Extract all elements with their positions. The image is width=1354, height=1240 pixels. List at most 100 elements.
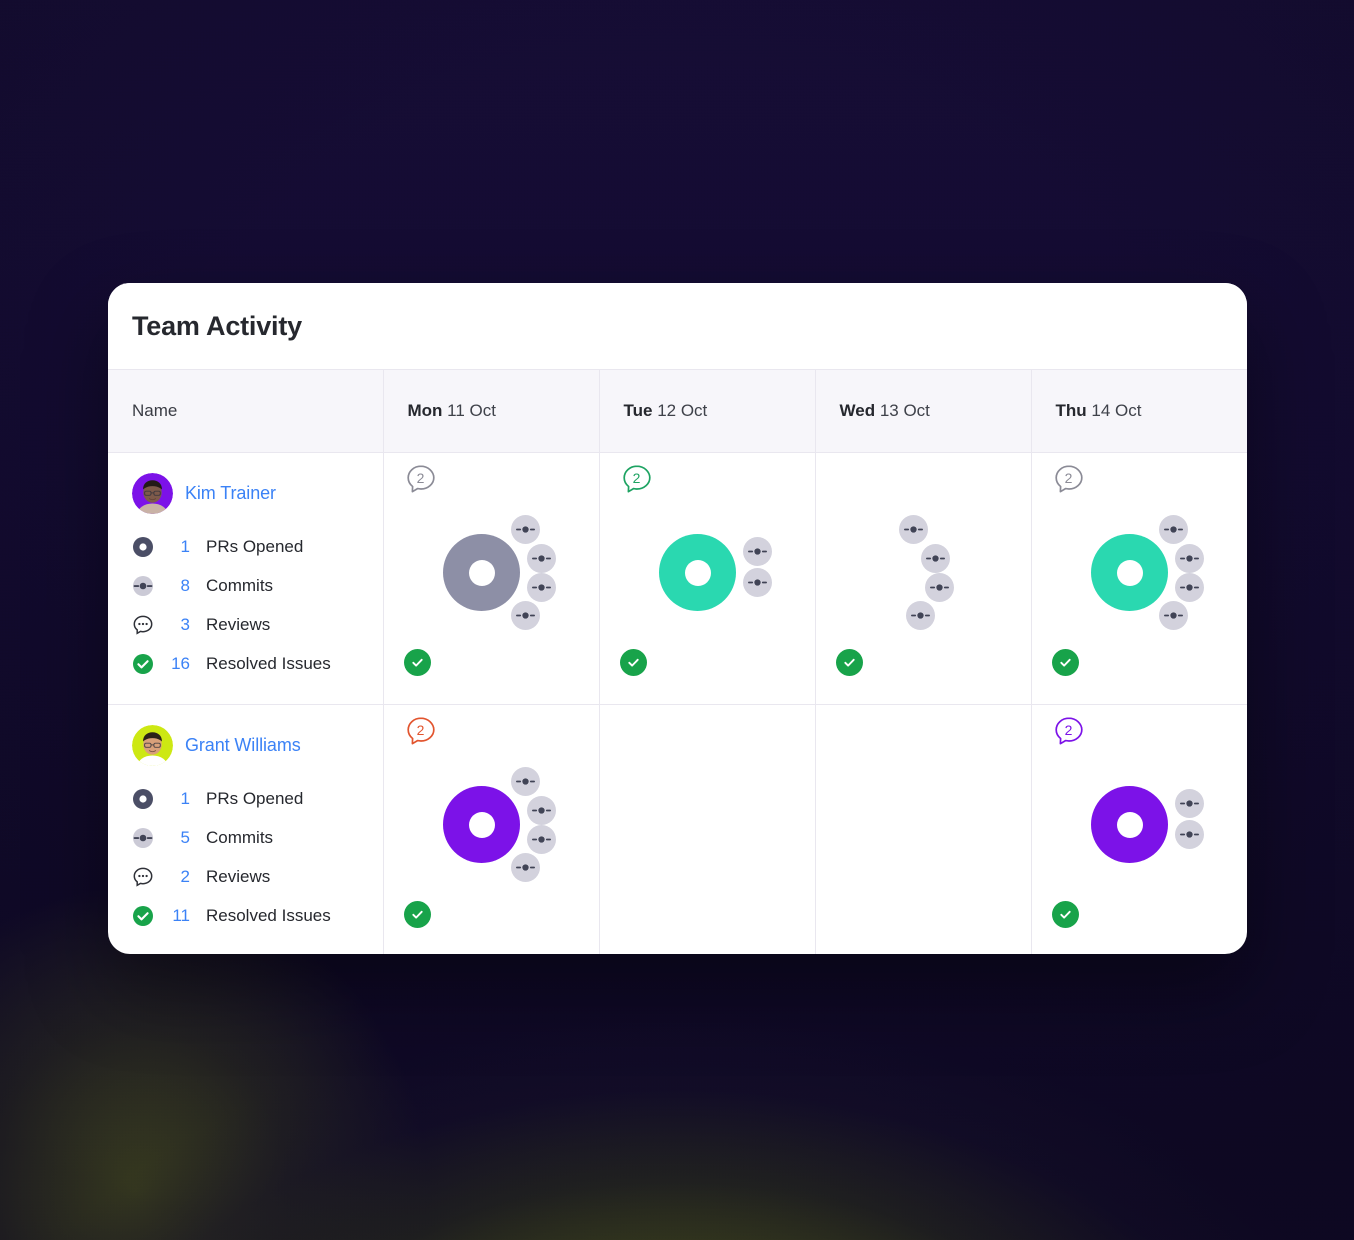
commit-chip-icon[interactable]	[526, 824, 556, 854]
activity-visualization	[816, 749, 1031, 899]
stat-value: 5	[180, 827, 190, 847]
day-column-wed	[815, 704, 1032, 954]
column-header-name-label: Name	[132, 401, 178, 420]
column-header-tue-date: 12 Oct	[657, 401, 708, 420]
activity-visualization	[1032, 749, 1248, 899]
member-name-link[interactable]: Grant Williams	[185, 735, 301, 755]
commit-chip-icon[interactable]	[510, 600, 540, 630]
commit-chip-icon[interactable]	[526, 543, 556, 573]
stat-row: 1 PRs Opened	[132, 527, 359, 566]
commit-chip-icon[interactable]	[510, 514, 540, 544]
column-header-thu: Thu 14 Oct	[1031, 369, 1247, 453]
stat-value: 8	[180, 575, 190, 595]
activity-visualization	[1032, 497, 1248, 647]
activity-visualization	[816, 497, 1031, 647]
commit-chip-icon[interactable]	[905, 600, 935, 630]
stat-label: Resolved Issues	[206, 653, 331, 673]
resolved-check-icon[interactable]	[1051, 901, 1079, 928]
day-column-wed	[815, 452, 1032, 705]
review-count-badge[interactable]: 2	[1053, 715, 1085, 747]
review-count-badge[interactable]: 2	[405, 463, 437, 495]
column-header-wed: Wed 13 Oct	[815, 369, 1032, 453]
resolved-check-icon[interactable]	[403, 649, 431, 676]
member-identity[interactable]: Kim Trainer	[132, 473, 359, 514]
stat-value: 2	[180, 866, 190, 886]
commit-chip-icon[interactable]	[1174, 543, 1204, 573]
team-activity-card: Team Activity Name Mon 11 Oct Tue 12 Oct…	[108, 283, 1247, 954]
commit-chip-icon[interactable]	[1174, 788, 1204, 818]
resolved-icon	[132, 905, 154, 927]
pr-opened-icon	[132, 536, 154, 558]
stat-value: 1	[180, 788, 190, 808]
day-cell-thu[interactable]: 2	[1032, 705, 1248, 954]
commit-chip-icon[interactable]	[898, 514, 928, 544]
commit-chip-icon[interactable]	[510, 852, 540, 882]
resolved-check-icon[interactable]	[835, 649, 863, 676]
column-header-thu-date: 14 Oct	[1091, 401, 1142, 420]
commit-chip-icon[interactable]	[510, 766, 540, 796]
stat-label: PRs Opened	[206, 536, 304, 556]
review-count-badge[interactable]: 2	[405, 715, 437, 747]
commit-chip-icon[interactable]	[742, 567, 772, 597]
table-header: Name Mon 11 Oct Tue 12 Oct Wed 13 Oct Th…	[108, 369, 1247, 453]
commit-chip-icon[interactable]	[924, 572, 954, 602]
review-count-badge[interactable]: 2	[621, 463, 653, 495]
stat-label: Resolved Issues	[206, 905, 331, 925]
day-cell-wed[interactable]	[816, 705, 1031, 954]
day-cell-tue[interactable]	[600, 705, 815, 954]
stat-label: Commits	[206, 575, 274, 595]
commit-chip-icon[interactable]	[742, 536, 772, 566]
resolved-check-icon[interactable]	[619, 649, 647, 676]
pr-donut[interactable]	[443, 534, 520, 611]
commit-chip-icon[interactable]	[1158, 514, 1188, 544]
member-summary: Grant Williams 1 PRs Opened 5 Commits 2 Review…	[108, 705, 383, 935]
commit-chip-icon[interactable]	[1174, 819, 1204, 849]
activity-visualization	[600, 497, 815, 647]
commit-chip-icon[interactable]	[526, 795, 556, 825]
day-cell-mon[interactable]: 2	[384, 453, 599, 704]
pr-donut[interactable]	[443, 786, 520, 863]
table-row: Kim Trainer 1 PRs Opened 8 Commits 3 Reviews 16…	[108, 452, 1248, 705]
activity-visualization	[384, 749, 599, 899]
column-header-name: Name	[108, 369, 384, 453]
stat-row: 3 Reviews	[132, 605, 359, 644]
review-count-value: 2	[632, 470, 641, 486]
commit-chip-icon[interactable]	[1158, 600, 1188, 630]
stat-label: PRs Opened	[206, 788, 304, 808]
review-count-value: 2	[1064, 722, 1073, 738]
column-header-wed-date: 13 Oct	[879, 401, 930, 420]
review-count-value: 2	[416, 722, 425, 738]
resolved-check-icon[interactable]	[1051, 649, 1079, 676]
team-activity-table: Name Mon 11 Oct Tue 12 Oct Wed 13 Oct Th…	[108, 369, 1247, 954]
commit-chip-icon[interactable]	[1174, 572, 1204, 602]
column-header-mon-dow: Mon	[407, 401, 443, 420]
commit-chip-icon[interactable]	[526, 572, 556, 602]
column-header-mon: Mon 11 Oct	[383, 369, 600, 453]
review-count-value: 2	[416, 470, 425, 486]
commit-chip-icon[interactable]	[920, 543, 950, 573]
table-header-row: Name Mon 11 Oct Tue 12 Oct Wed 13 Oct Th…	[108, 369, 1247, 453]
review-count-badge[interactable]: 2	[1053, 463, 1085, 495]
table-body: Kim Trainer 1 PRs Opened 8 Commits 3 Reviews 16…	[108, 452, 1248, 954]
column-header-mon-date: 11 Oct	[447, 401, 496, 420]
resolved-icon	[132, 653, 154, 675]
stat-row: 2 Reviews	[132, 857, 359, 896]
resolved-check-icon[interactable]	[403, 901, 431, 928]
stat-value: 16	[171, 653, 190, 673]
stat-value: 3	[180, 614, 190, 634]
review-icon	[132, 866, 154, 888]
day-cell-tue[interactable]: 2	[600, 453, 815, 704]
member-identity[interactable]: Grant Williams	[132, 725, 359, 766]
stat-value: 11	[172, 905, 190, 925]
name-cell: Grant Williams 1 PRs Opened 5 Commits 2 Review…	[108, 704, 384, 954]
avatar	[132, 725, 173, 766]
day-column-mon: 2	[383, 452, 600, 705]
day-cell-mon[interactable]: 2	[384, 705, 599, 954]
stat-row: 8 Commits	[132, 566, 359, 605]
day-cell-wed[interactable]	[816, 453, 1031, 704]
pr-donut[interactable]	[1091, 786, 1169, 863]
member-name-link[interactable]: Kim Trainer	[185, 483, 276, 503]
day-cell-thu[interactable]: 2	[1032, 453, 1248, 704]
pr-donut[interactable]	[1091, 534, 1169, 611]
pr-donut[interactable]	[659, 534, 736, 611]
